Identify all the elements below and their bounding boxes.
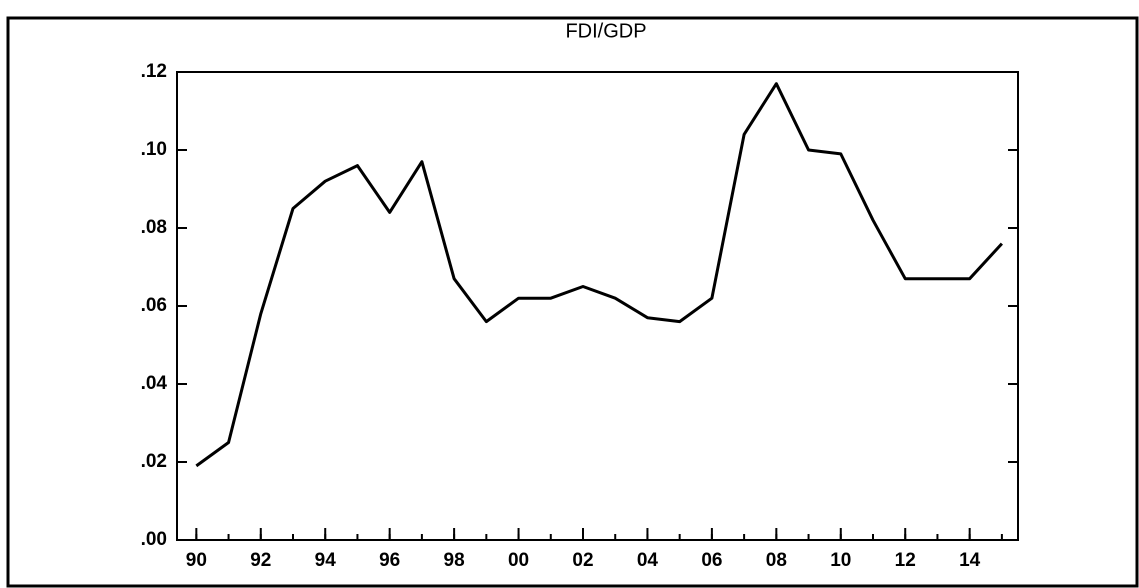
x-tick-label: 08 <box>766 550 787 571</box>
x-tick-label: 00 <box>508 550 529 571</box>
x-tick-label: 12 <box>895 550 916 571</box>
y-tick-label: .06 <box>141 295 167 316</box>
y-tick-label: .12 <box>141 61 167 82</box>
frame <box>6 16 1139 588</box>
x-tick-label: 96 <box>379 550 400 571</box>
line <box>195 82 1003 468</box>
x-tick-label: 14 <box>959 550 981 571</box>
chart-title: FDI/GDP <box>565 20 646 42</box>
x-tick-label: 92 <box>250 550 271 571</box>
x-tick-label: 06 <box>701 550 722 571</box>
y-tick-label: .08 <box>141 217 167 238</box>
plot-area <box>176 71 1019 541</box>
x-tick-label: 04 <box>637 550 659 571</box>
y-tick-label: .00 <box>141 529 167 550</box>
x-tick-label: 10 <box>830 550 851 571</box>
y-tick-label: .10 <box>141 139 167 160</box>
y-tick-label: .02 <box>141 451 167 472</box>
x-tick-label: 98 <box>444 550 465 571</box>
x-tick-label: 94 <box>315 550 337 571</box>
y-tick-label: .04 <box>141 373 168 394</box>
x-tick-label: 02 <box>572 550 593 571</box>
x-tick-label: 90 <box>186 550 207 571</box>
